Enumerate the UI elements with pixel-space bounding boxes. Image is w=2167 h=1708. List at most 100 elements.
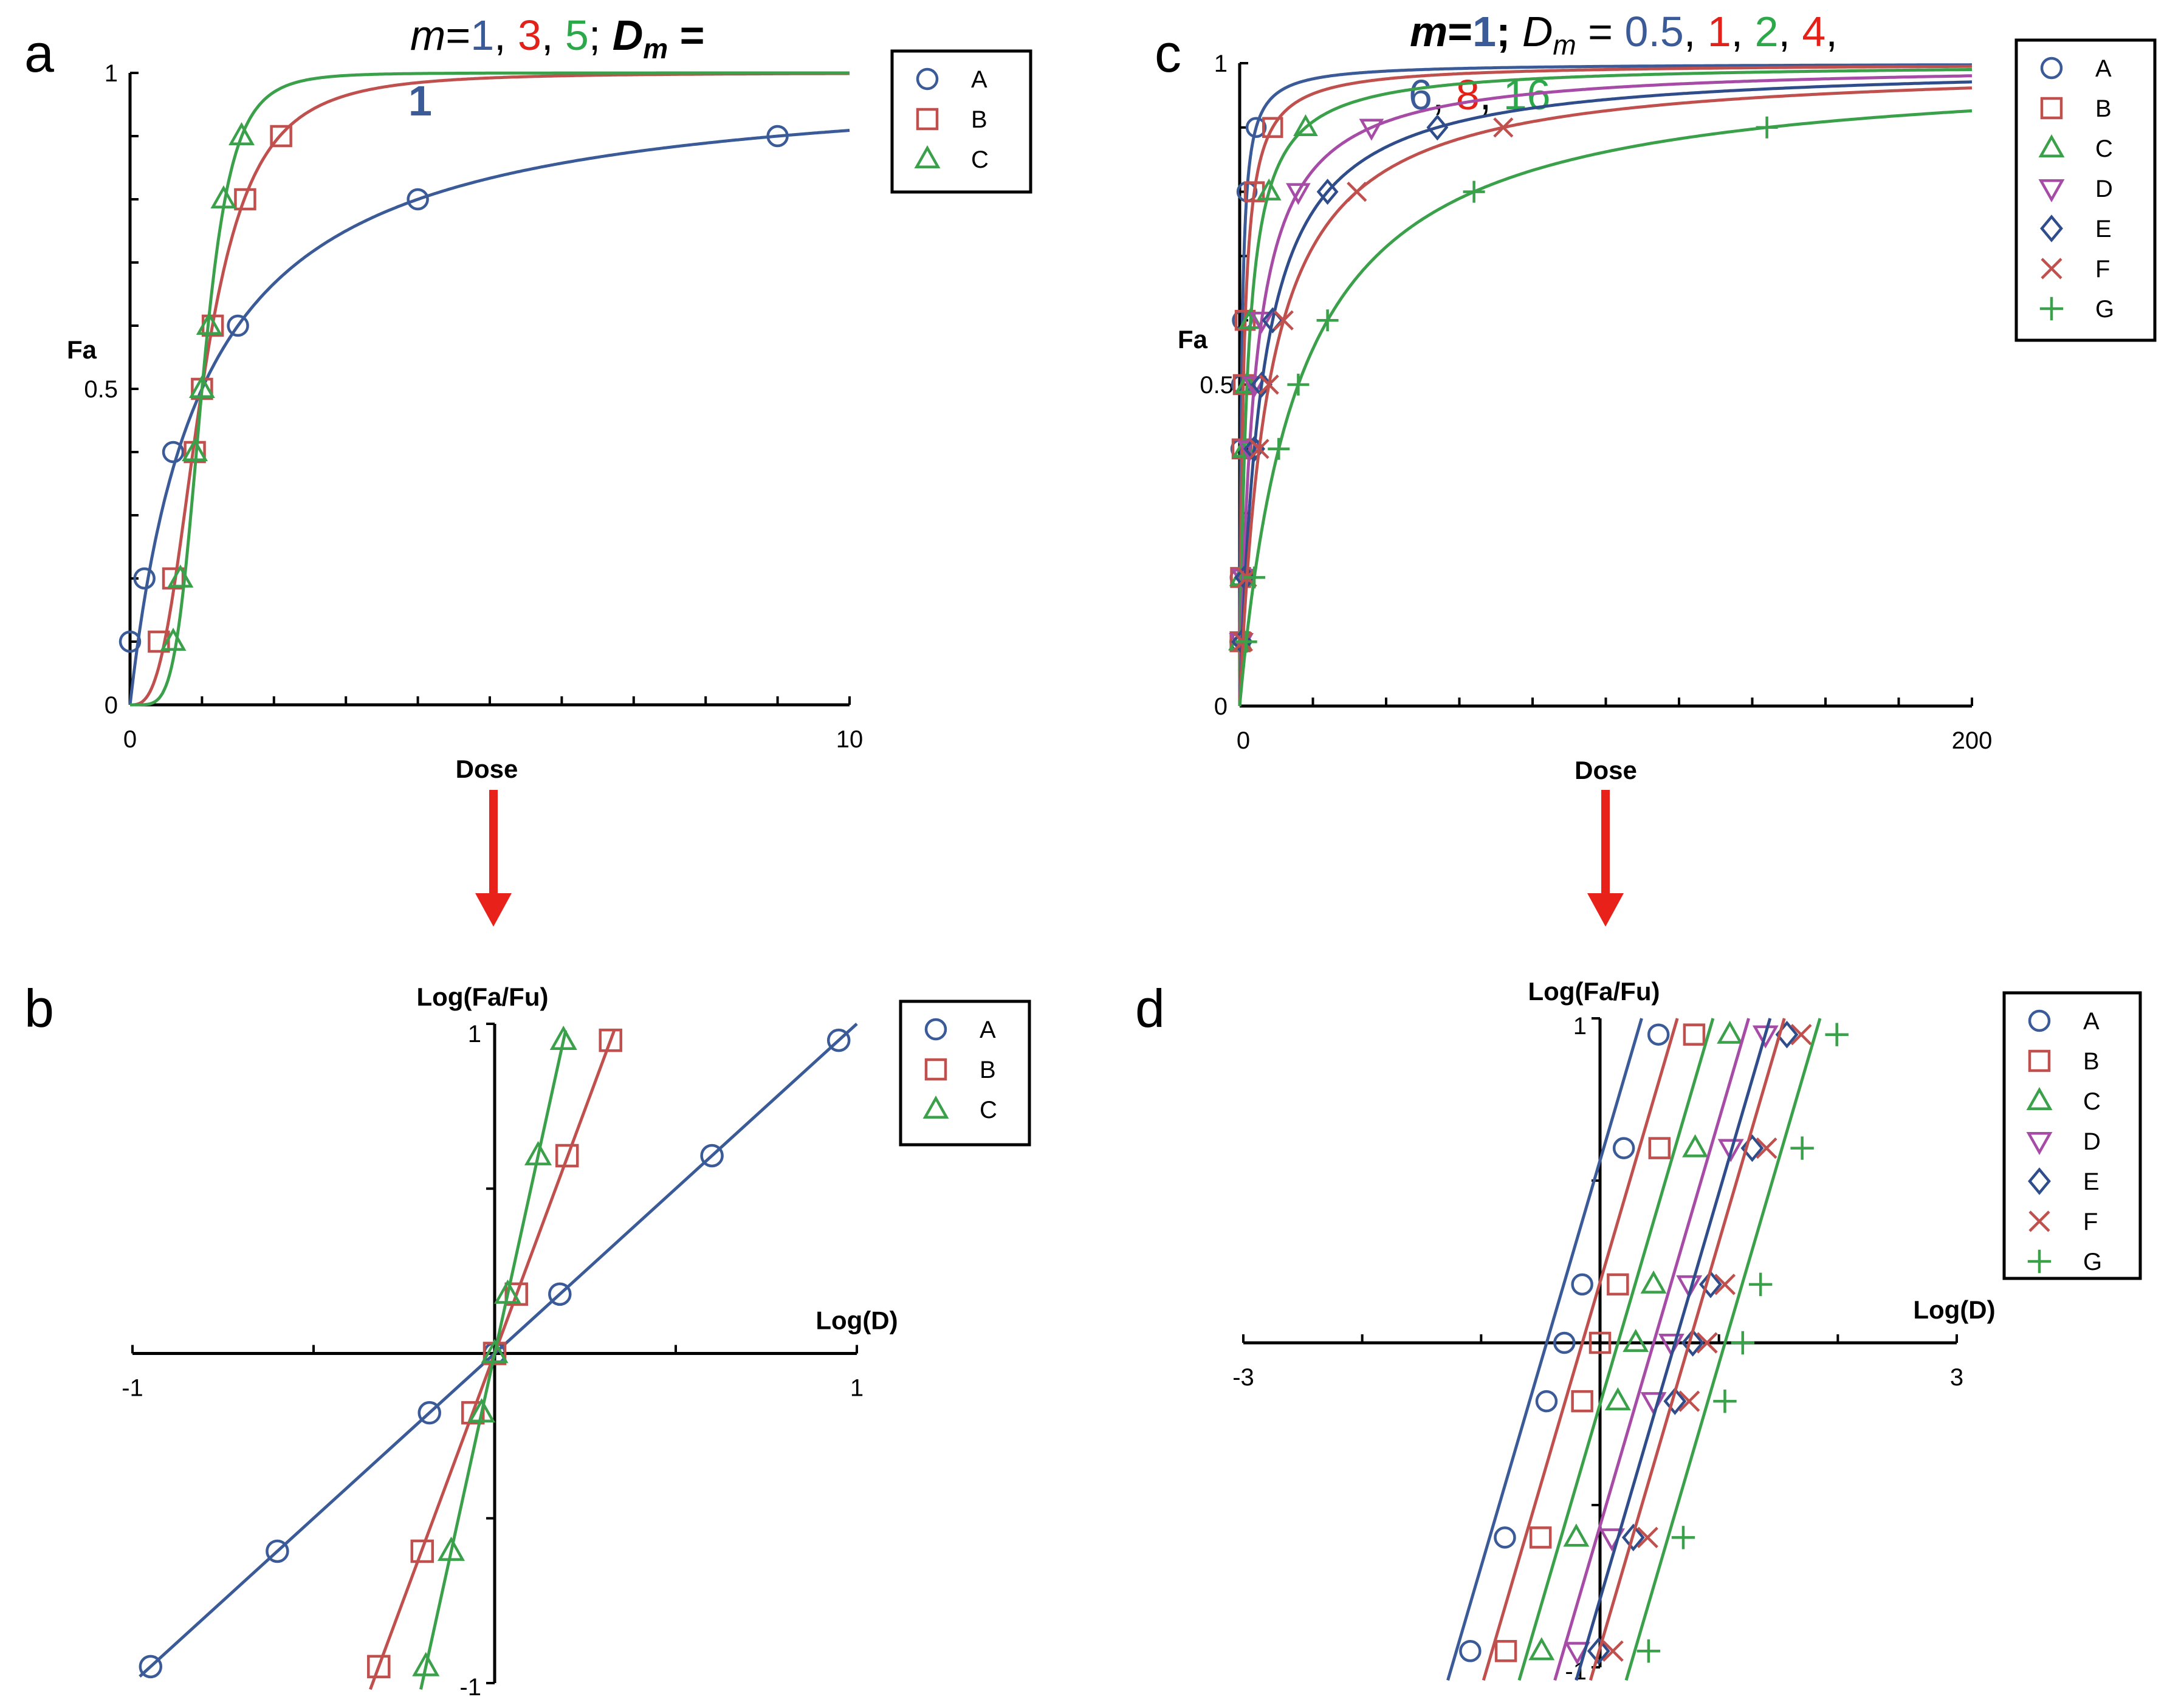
- y-tick-label: 1: [1214, 50, 1228, 77]
- x-tick-label: 200: [1952, 727, 1993, 754]
- data-point-B: [148, 630, 170, 653]
- series-line-E: [1575, 1018, 1772, 1681]
- data-point-C: [1234, 371, 1260, 394]
- series-line-A: [1446, 1018, 1643, 1681]
- legend-marker-A: [924, 1018, 947, 1041]
- data-point-B: [1571, 1390, 1593, 1413]
- title-c-dm-eq: =: [1576, 8, 1625, 55]
- data-point-A: [826, 1028, 851, 1052]
- legend-marker-F: [2041, 258, 2062, 280]
- legend-b: [899, 1000, 1031, 1147]
- data-point-A: [118, 630, 142, 653]
- data-point-C: [1563, 1523, 1590, 1547]
- legend-marker-C: [2038, 134, 2065, 158]
- title-c-v1: 0.5: [1625, 8, 1684, 55]
- data-point-G: [1463, 180, 1485, 203]
- data-point-F: [1714, 1274, 1736, 1295]
- data-point-A: [1553, 1331, 1576, 1354]
- y-tick-label: 1: [468, 1021, 481, 1048]
- data-point-B: [234, 188, 256, 211]
- legend-marker-B: [2028, 1049, 2051, 1072]
- legend-label-B: B: [971, 106, 987, 133]
- data-point-C: [1604, 1387, 1631, 1411]
- legend-marker-D: [2038, 179, 2065, 202]
- legend-label-E: E: [2095, 216, 2112, 242]
- data-point-B: [410, 1539, 434, 1563]
- legend-c: [2014, 38, 2157, 342]
- series-line-C: [1238, 68, 1972, 706]
- data-point-C: [493, 1279, 522, 1304]
- data-point-C: [167, 564, 194, 588]
- legend-label-F: F: [2083, 1209, 2098, 1235]
- title-c-semi: ;: [1496, 8, 1522, 55]
- data-point-B: [1607, 1273, 1629, 1296]
- data-point-F: [1678, 1390, 1700, 1412]
- data-point-E: [1681, 1329, 1705, 1357]
- data-point-B: [270, 125, 292, 148]
- title-c-v2: 1: [1708, 8, 1731, 55]
- chart-panel-a: 0 10 0 0.5 1 Dose Fa ABC: [67, 49, 1032, 783]
- title-c-sep5: ,: [1480, 71, 1503, 118]
- x-tick-label: 1: [850, 1375, 864, 1402]
- title-a: m=1, 3, 5; Dm =: [410, 12, 705, 64]
- legend-marker-G: [2039, 297, 2064, 321]
- series-line-C: [130, 71, 850, 707]
- data-point-A: [1245, 117, 1267, 139]
- legend-marker-C: [914, 145, 941, 169]
- legend-label-D: D: [2095, 176, 2113, 202]
- legend-label-A: A: [2083, 1008, 2100, 1035]
- legend-marker-E: [2040, 214, 2063, 242]
- panel-letter-b: b: [24, 978, 54, 1038]
- data-point-C: [412, 1651, 440, 1676]
- y-tick-label: 0: [105, 692, 118, 719]
- series-line-A: [1238, 63, 1973, 706]
- panel-letter-d: d: [1135, 978, 1165, 1038]
- data-point-F: [1696, 1332, 1718, 1354]
- y-tick-label: -1: [459, 1674, 481, 1701]
- title-a-v3: 5: [565, 12, 589, 59]
- data-point-G: [1748, 1272, 1773, 1297]
- data-point-G: [1731, 1331, 1754, 1355]
- data-point-B: [162, 567, 185, 590]
- data-point-A: [133, 567, 156, 590]
- data-point-G: [1243, 566, 1266, 589]
- title-c-dm-sub: m: [1553, 29, 1576, 61]
- legend-label-E: E: [2083, 1168, 2100, 1195]
- panel-letter-c: c: [1155, 23, 1181, 83]
- x-tick-label: -1: [122, 1375, 143, 1402]
- legend-label-B: B: [2083, 1048, 2100, 1075]
- data-point-C: [1528, 1637, 1555, 1661]
- legend-marker-G: [2027, 1249, 2052, 1274]
- series-line-C: [1517, 1018, 1715, 1681]
- title-c-m: m: [1410, 8, 1448, 55]
- data-point-E: [1316, 179, 1339, 205]
- data-point-F: [1249, 439, 1269, 459]
- data-point-A: [266, 1539, 289, 1563]
- title-a-sep1: ,: [494, 12, 518, 59]
- data-point-D: [1676, 1275, 1703, 1298]
- data-point-F: [1602, 1640, 1624, 1662]
- data-point-B: [1494, 1640, 1517, 1662]
- series-line-C: [419, 1030, 568, 1690]
- legend-marker-C: [922, 1096, 949, 1119]
- data-point-G: [1287, 374, 1310, 396]
- x-axis-title: Log(D): [1913, 1295, 1995, 1324]
- title-a-sep2: ,: [541, 12, 565, 59]
- arrow-c-to-d-head: [1587, 893, 1624, 927]
- data-point-E: [1663, 1387, 1687, 1415]
- title-a-dm-eq: =: [668, 12, 704, 59]
- legend-marker-A: [916, 67, 939, 91]
- data-point-B: [1588, 1331, 1612, 1354]
- title-a-m: m: [410, 12, 445, 59]
- data-point-C: [1717, 1020, 1743, 1044]
- title-a-semi: ;: [589, 12, 613, 59]
- title-c-eq: =: [1448, 8, 1472, 55]
- title-a-v1: 1: [470, 12, 494, 59]
- data-point-B: [504, 1282, 529, 1306]
- data-point-D: [1286, 183, 1311, 205]
- data-point-C: [210, 185, 237, 209]
- title-a-dm: D: [613, 12, 644, 59]
- y-axis-title: Log(Fa/Fu): [1528, 977, 1660, 1006]
- data-point-C: [437, 1536, 465, 1561]
